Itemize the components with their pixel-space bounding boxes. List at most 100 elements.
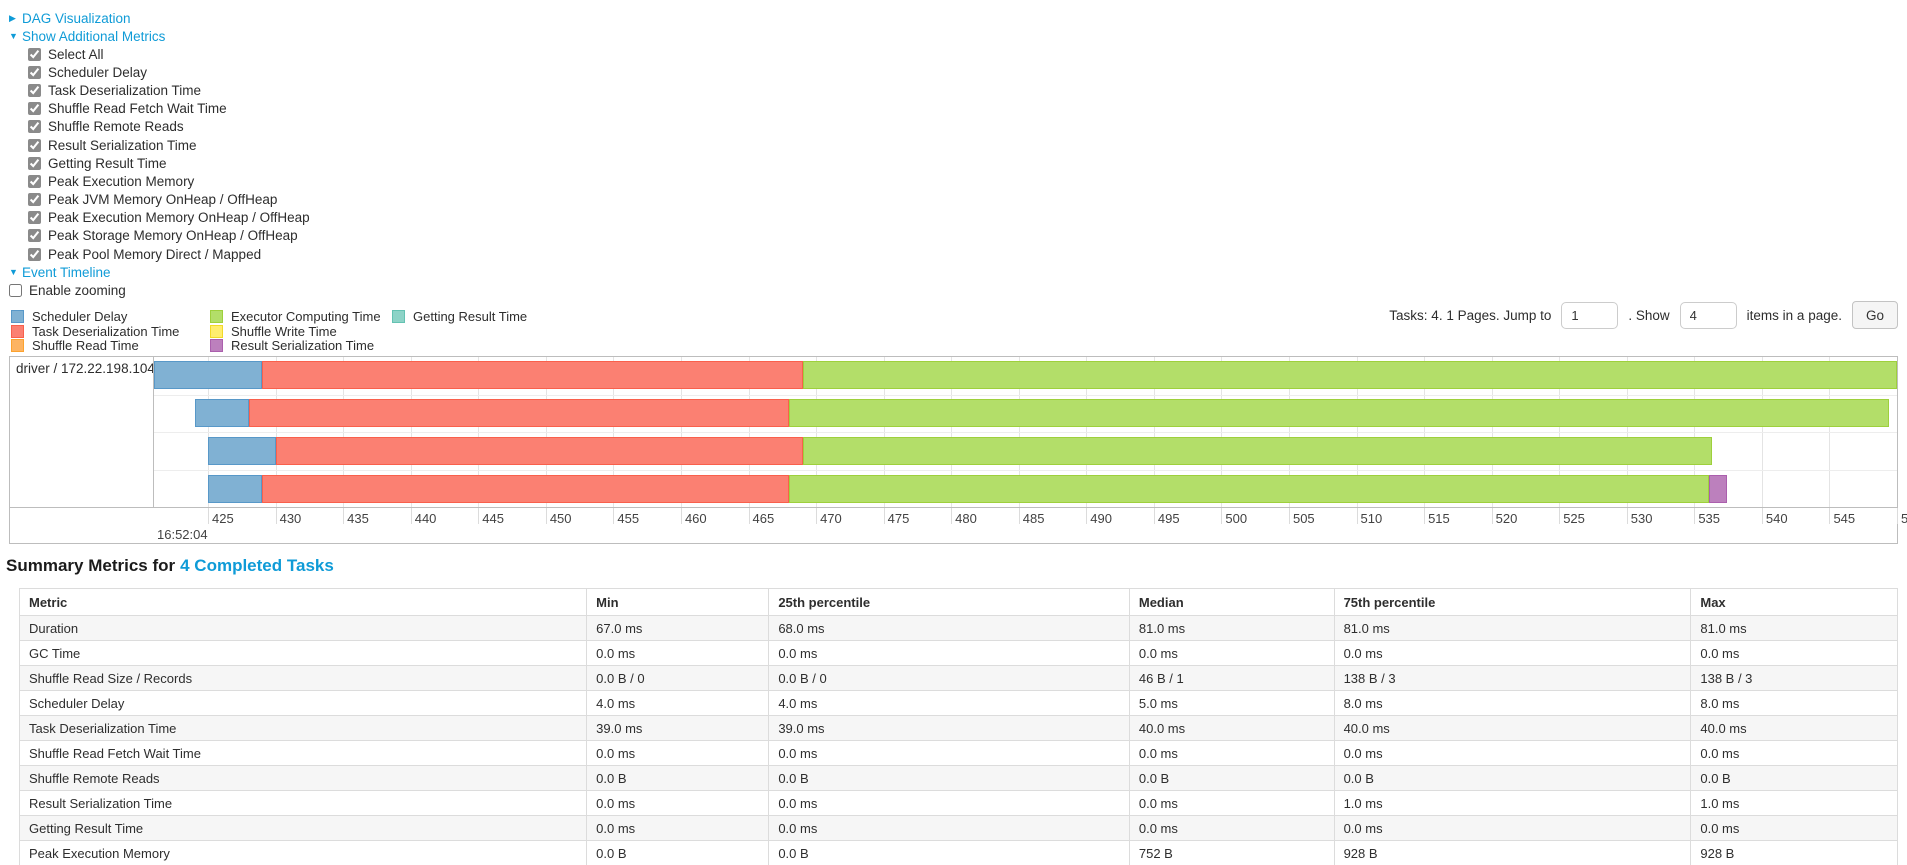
checkbox-shuffle-remote-reads[interactable] — [28, 120, 41, 134]
metric-value-cell: 81.0 ms — [1128, 615, 1335, 642]
metric-checkbox-label: Peak Pool Memory Direct / Mapped — [48, 246, 262, 262]
metric-value-cell: 0.0 ms — [586, 815, 770, 842]
timeline-segment-scheduler-delay[interactable] — [154, 361, 263, 390]
timeline-segment-task-deserialization[interactable] — [248, 399, 790, 428]
event-timeline-toggle[interactable]: ▼ Event Timeline — [9, 263, 1907, 281]
checkbox-result-serialization-time[interactable] — [28, 138, 41, 152]
table-row-shuffle-remote-reads: Shuffle Remote Reads 0.0 B 0.0 B 0.0 B 0.0 B… — [18, 765, 1898, 792]
timeline-segment-executor-computing[interactable] — [802, 361, 1897, 390]
checkbox-peak-jvm-memory-onheap-offheap[interactable] — [28, 193, 41, 207]
checkbox-getting-result-time[interactable] — [28, 156, 41, 170]
metric-value-cell: 0.0 ms — [586, 740, 770, 767]
legend-item-shuffle-write: Shuffle Write Time — [210, 324, 392, 339]
legend-item-executor-computing: Executor Computing Time — [210, 309, 392, 324]
enable-zooming-checkbox[interactable] — [9, 283, 22, 297]
metric-checkbox-label: Result Serialization Time — [48, 137, 197, 153]
legend-label: Task Deserialization Time — [32, 323, 180, 339]
show-additional-metrics-toggle[interactable]: ▼ Show Additional Metrics — [9, 27, 1907, 45]
checkbox-shuffle-read-fetch-wait-time[interactable] — [28, 102, 41, 116]
metric-value-cell: 0.0 ms — [1128, 815, 1335, 842]
metric-value-cell: 138 B / 3 — [1690, 665, 1898, 692]
metric-value-cell: 138 B / 3 — [1333, 665, 1692, 692]
axis-tick-label: 480 — [955, 511, 977, 527]
metric-checkbox-row: Peak Execution Memory OnHeap / OffHeap — [28, 209, 1907, 227]
getting-result-swatch-icon — [392, 310, 405, 324]
go-button[interactable]: Go — [1851, 301, 1898, 330]
metric-value-cell: 0.0 ms — [1128, 790, 1335, 817]
checkbox-peak-execution-memory[interactable] — [28, 174, 41, 188]
timeline-segment-task-deserialization[interactable] — [275, 437, 803, 466]
timeline-segment-executor-computing[interactable] — [802, 437, 1712, 466]
metric-checkbox-row: Peak Storage Memory OnHeap / OffHeap — [28, 227, 1907, 245]
axis-tick-label: 535 — [1698, 511, 1721, 527]
metric-value-cell: 0.0 B — [1128, 765, 1335, 792]
column-header-max: Max — [1690, 588, 1898, 617]
axis-tick-label: 505 — [1292, 511, 1315, 527]
shuffle-write-swatch-icon — [210, 324, 223, 338]
metric-value-cell: 0.0 B — [1333, 765, 1692, 792]
timeline-segment-task-deserialization[interactable] — [262, 475, 790, 504]
axis-tick-label: 530 — [1630, 511, 1653, 527]
column-header-25th-percentile: 25th percentile — [768, 588, 1130, 617]
checkbox-scheduler-delay[interactable] — [28, 65, 41, 79]
axis-tick-label: 510 — [1360, 511, 1383, 527]
tick-separator — [410, 508, 412, 525]
column-header-median: Median — [1128, 588, 1335, 617]
axis-tick-label: 445 — [482, 511, 504, 527]
summary-metrics-table: Metric Min 25th percentile Median 75th perce… — [18, 588, 1898, 865]
table-row-result-serialization-time: Result Serialization Time 0.0 ms 0.0 ms 0.0… — [18, 790, 1898, 817]
metric-value-cell: 928 B — [1333, 840, 1692, 865]
column-header-metric: Metric — [18, 588, 588, 617]
show-items-input[interactable] — [1679, 301, 1737, 329]
metric-checkbox-row: Result Serialization Time — [28, 136, 1907, 154]
timeline-segment-task-deserialization[interactable] — [262, 361, 803, 390]
checkbox-select-all[interactable] — [28, 47, 41, 61]
metric-value-cell: 68.0 ms — [768, 615, 1130, 642]
timeline-segment-scheduler-delay[interactable] — [194, 399, 249, 428]
metric-value-cell: 0.0 ms — [768, 640, 1130, 667]
metric-value-cell: 0.0 B — [768, 840, 1130, 865]
tick-separator — [816, 508, 818, 525]
table-row-scheduler-delay: Scheduler Delay 4.0 ms 4.0 ms 5.0 ms 8.0 ms 8… — [18, 690, 1898, 717]
table-row-shuffle-read-size-records: Shuffle Read Size / Records 0.0 B / 0 0.0 … — [18, 665, 1898, 692]
caret-right-icon: ▶ — [9, 12, 16, 23]
metric-value-cell: 5.0 ms — [1128, 690, 1335, 717]
column-header-min: Min — [586, 588, 770, 617]
checkbox-peak-execution-memory-onheap-offheap[interactable] — [28, 211, 41, 225]
dag-visualization-toggle[interactable]: ▶ DAG Visualization — [9, 9, 1907, 27]
row-separator-line — [154, 432, 1897, 434]
metric-value-cell: 928 B — [1690, 840, 1898, 865]
checkbox-peak-storage-memory-onheap-offheap[interactable] — [28, 229, 41, 243]
metric-name-cell: Result Serialization Time — [18, 790, 588, 817]
timeline-segment-result-serialization[interactable] — [1709, 475, 1727, 504]
timeline-segment-executor-computing[interactable] — [789, 399, 1889, 428]
checkbox-peak-pool-memory-direct-mapped[interactable] — [28, 247, 41, 261]
metric-value-cell: 0.0 ms — [1333, 740, 1692, 767]
pagination-between-text: . Show — [1628, 307, 1670, 323]
axis-tick-label: 455 — [617, 511, 640, 527]
metric-checkbox-row: Peak Pool Memory Direct / Mapped — [28, 245, 1907, 263]
timeline-segment-scheduler-delay[interactable] — [208, 475, 263, 504]
metric-value-cell: 0.0 ms — [1128, 740, 1335, 767]
metric-checkbox-label: Shuffle Read Fetch Wait Time — [48, 101, 227, 117]
metric-value-cell: 0.0 ms — [1128, 640, 1335, 667]
metric-value-cell: 8.0 ms — [1690, 690, 1898, 717]
legend-column: Executor Computing Time Shuffle Write Tim… — [210, 309, 392, 353]
timeline-segment-scheduler-delay[interactable] — [208, 437, 276, 466]
timeline-segment-executor-computing[interactable] — [789, 475, 1710, 504]
checkbox-task-deserialization-time[interactable] — [28, 83, 41, 97]
table-row-duration: Duration 67.0 ms 68.0 ms 81.0 ms 81.0 ms 81.0… — [18, 615, 1898, 642]
shuffle-read-swatch-icon — [11, 339, 24, 353]
axis-tick-label: 500 — [1225, 511, 1248, 527]
axis-tick-label: 435 — [347, 511, 369, 527]
axis-base-time-label: 16:52:04 — [157, 527, 208, 543]
axis-tick-label: 490 — [1090, 511, 1112, 527]
jump-to-page-input[interactable] — [1561, 301, 1619, 329]
completed-tasks-link[interactable]: 4 Completed Tasks — [180, 556, 334, 576]
legend-label: Result Serialization Time — [231, 338, 375, 354]
tick-separator — [1153, 508, 1155, 525]
legend-item-scheduler-delay: Scheduler Delay — [11, 309, 210, 324]
metric-value-cell: 0.0 ms — [768, 790, 1130, 817]
tick-separator — [1086, 508, 1088, 525]
tick-separator — [1221, 508, 1223, 525]
